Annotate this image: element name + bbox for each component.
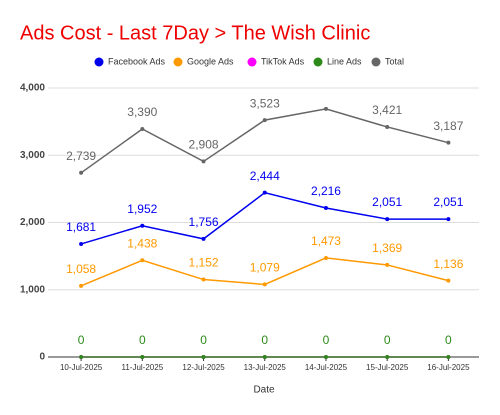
x-tick-label: 11-Jul-2025 bbox=[121, 363, 163, 372]
x-tick-label: 13-Jul-2025 bbox=[244, 363, 287, 372]
data-label: 0 bbox=[261, 333, 268, 347]
data-label: 1,756 bbox=[189, 215, 219, 229]
legend-label: Google Ads bbox=[187, 56, 234, 66]
legend-marker bbox=[94, 57, 104, 67]
data-label: 0 bbox=[139, 333, 146, 347]
data-label: 1,369 bbox=[372, 241, 402, 255]
data-label: 1,952 bbox=[127, 202, 157, 216]
data-point bbox=[201, 159, 206, 164]
y-tick-label: 0 bbox=[39, 352, 45, 363]
data-label: 1,079 bbox=[250, 261, 280, 275]
data-label: 2,739 bbox=[66, 149, 96, 163]
data-label: 3,523 bbox=[250, 96, 280, 110]
data-label: 3,390 bbox=[127, 105, 157, 119]
data-label: 3,187 bbox=[433, 119, 463, 133]
data-point bbox=[262, 355, 267, 359]
data-point bbox=[140, 223, 145, 228]
data-label: 2,051 bbox=[372, 195, 402, 209]
data-label: 2,908 bbox=[189, 138, 219, 152]
data-point bbox=[79, 283, 84, 288]
x-tick-label: 15-Jul-2025 bbox=[366, 363, 409, 372]
y-tick-label: 3,000 bbox=[20, 150, 45, 161]
data-point bbox=[79, 170, 84, 175]
data-label: 1,136 bbox=[433, 257, 463, 271]
data-point bbox=[140, 258, 145, 263]
data-label: 3,421 bbox=[372, 103, 402, 117]
data-label: 1,152 bbox=[189, 256, 219, 270]
legend-label: TikTok Ads bbox=[261, 56, 305, 66]
data-point bbox=[446, 217, 451, 222]
data-label: 2,444 bbox=[250, 169, 280, 183]
chart-title: Ads Cost - Last 7Day > The Wish Clinic bbox=[20, 22, 370, 44]
data-point bbox=[385, 217, 390, 222]
data-label: 2,216 bbox=[311, 184, 341, 198]
data-point bbox=[446, 355, 451, 359]
data-point bbox=[262, 282, 267, 287]
data-label: 1,058 bbox=[66, 262, 96, 276]
y-tick-label: 2,000 bbox=[20, 217, 45, 228]
x-tick-label: 16-Jul-2025 bbox=[427, 363, 470, 372]
legend-label: Total bbox=[385, 56, 404, 66]
data-point bbox=[323, 205, 328, 210]
data-point bbox=[140, 355, 145, 359]
legend-marker bbox=[173, 57, 183, 67]
data-label: 1,438 bbox=[127, 236, 157, 250]
data-label: 0 bbox=[445, 333, 452, 347]
data-point bbox=[262, 118, 267, 123]
data-label: 0 bbox=[323, 333, 330, 347]
data-point bbox=[385, 355, 390, 359]
data-point bbox=[446, 140, 451, 145]
data-label: 1,473 bbox=[311, 234, 341, 248]
data-point bbox=[140, 127, 145, 132]
data-point bbox=[201, 277, 206, 282]
data-label: 1,681 bbox=[66, 220, 96, 234]
data-point bbox=[323, 106, 328, 111]
legend-label: Line Ads bbox=[327, 56, 362, 66]
data-point bbox=[323, 355, 328, 359]
y-tick-label: 4,000 bbox=[20, 83, 45, 94]
data-label: 0 bbox=[78, 333, 85, 347]
x-axis-title: Date bbox=[253, 385, 275, 396]
data-label: 0 bbox=[384, 333, 391, 347]
legend-marker bbox=[247, 57, 257, 67]
data-point bbox=[201, 355, 206, 359]
x-tick-label: 12-Jul-2025 bbox=[182, 363, 225, 372]
legend-marker bbox=[313, 57, 323, 67]
y-tick-label: 1,000 bbox=[20, 284, 45, 295]
legend-label: Facebook Ads bbox=[108, 56, 166, 66]
data-point bbox=[79, 241, 84, 246]
data-label: 0 bbox=[200, 333, 207, 347]
data-point bbox=[201, 236, 206, 241]
x-tick-label: 10-Jul-2025 bbox=[60, 363, 103, 372]
x-tick-label: 14-Jul-2025 bbox=[305, 363, 348, 372]
legend-marker bbox=[371, 57, 381, 67]
data-point bbox=[323, 255, 328, 260]
data-point bbox=[79, 355, 84, 359]
data-point bbox=[385, 124, 390, 129]
data-point bbox=[446, 278, 451, 283]
data-label: 2,051 bbox=[433, 195, 463, 209]
data-point bbox=[385, 262, 390, 267]
data-point bbox=[262, 190, 267, 195]
